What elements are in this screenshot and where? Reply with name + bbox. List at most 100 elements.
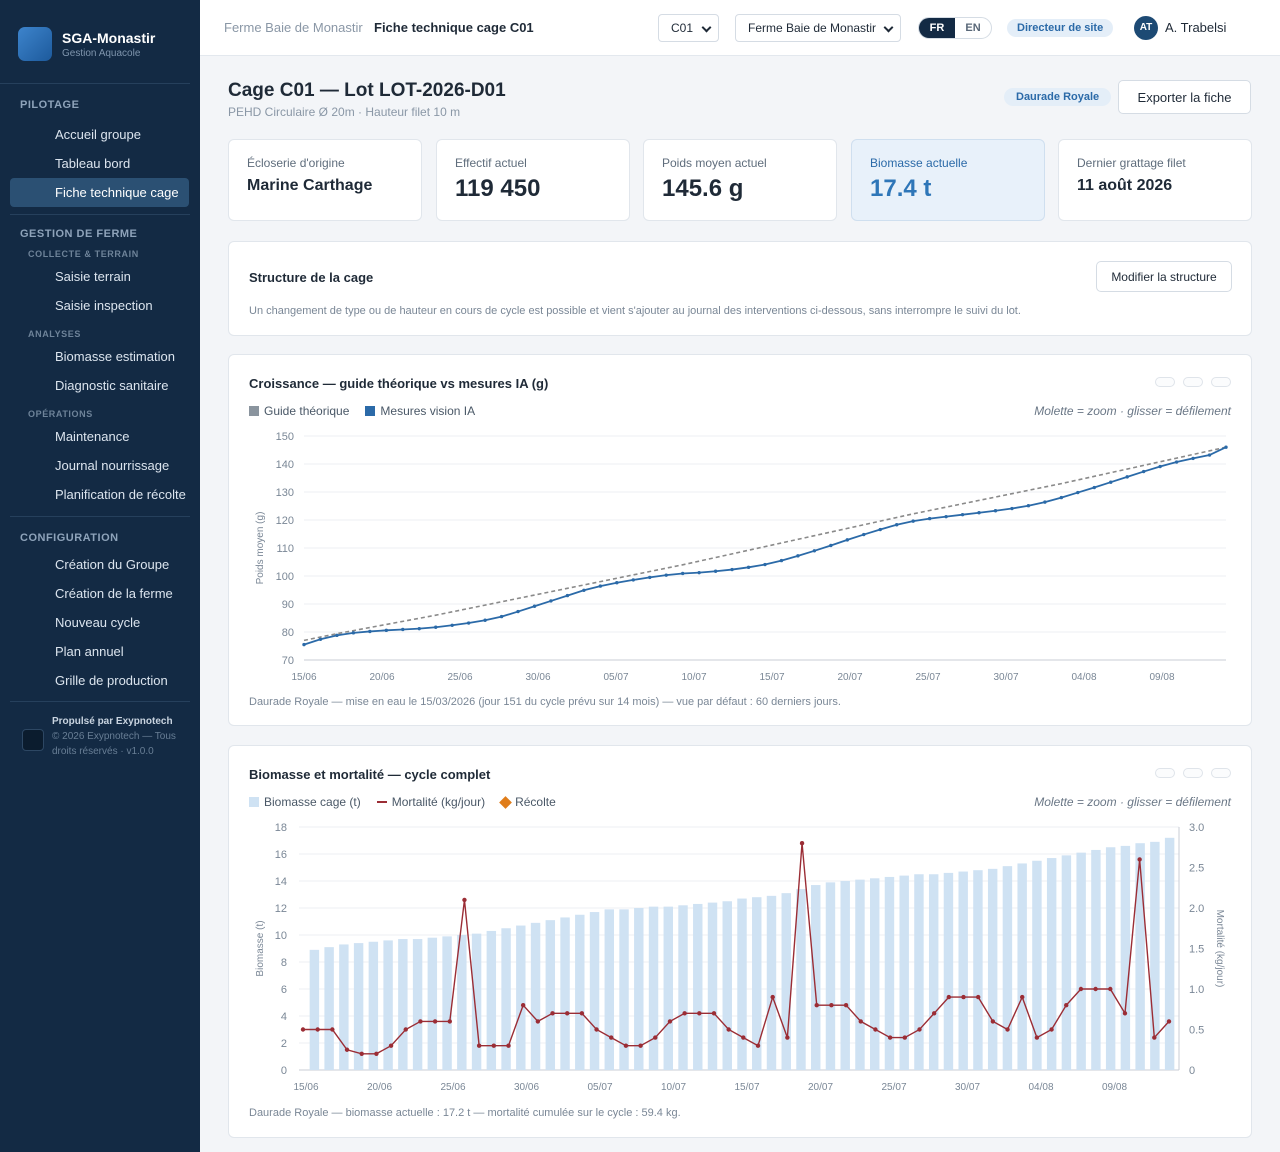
data-point-mortality [476, 1043, 482, 1048]
bar-biomass [1091, 849, 1101, 1070]
bar-biomass [486, 930, 497, 1070]
nav-subsection-operations: OPÉRATIONS [28, 409, 93, 419]
x-tick-label: 15/07 [734, 1082, 759, 1093]
biomass-chart-hint: Molette = zoom · glisser = défilement [1034, 795, 1231, 809]
bar-biomass [353, 943, 364, 1070]
sidebar-item-diagnostic-sanitaire[interactable]: Diagnostic sanitaire [55, 378, 169, 393]
breadcrumb-farm[interactable]: Ferme Baie de Monastir [224, 20, 363, 35]
data-point-mortality [550, 1011, 555, 1016]
data-point-mortality [917, 1027, 922, 1032]
data-point-ia [302, 642, 306, 647]
data-point-mortality [520, 1003, 526, 1008]
bar-biomass [383, 940, 393, 1070]
sidebar-divider [10, 516, 190, 517]
chart-control-button[interactable] [1155, 377, 1175, 387]
sidebar-item-accueil-groupe[interactable]: Accueil groupe [55, 127, 141, 142]
biomass-chart[interactable]: 18 16 14 12 10 8 6 4 2 0 3.0 2.5 2.0 1.5 1.0 0.5 0 Biomas… [229, 816, 1251, 1098]
data-point-ia [598, 584, 603, 588]
y-tick-label: 150 [276, 431, 294, 443]
data-point-mortality [579, 1011, 585, 1016]
data-point-mortality [887, 1035, 893, 1040]
legend-item-biomass[interactable]: Biomasse cage (t) [249, 795, 361, 809]
biomass-legend: Biomasse cage (t) Mortalité (kg/jour) Ré… [249, 795, 572, 809]
bar-biomass [914, 874, 924, 1070]
lang-fr-button[interactable]: FR [919, 18, 955, 38]
data-point-ia [434, 625, 438, 629]
farm-select[interactable]: Ferme Baie de Monastir [735, 14, 901, 42]
y2-tick-label: 0.5 [1189, 1025, 1204, 1037]
data-point-mortality [946, 994, 952, 1000]
legend-item-mortality[interactable]: Mortalité (kg/jour) [376, 795, 485, 809]
sidebar-item-grille-production[interactable]: Grille de production [55, 673, 168, 688]
data-point-mortality [491, 1043, 497, 1048]
avatar[interactable]: AT [1134, 16, 1158, 40]
lang-en-button[interactable]: EN [965, 22, 981, 34]
chart-control-button[interactable] [1155, 768, 1175, 778]
sidebar-item-creation-groupe[interactable]: Création du Groupe [55, 557, 170, 572]
chart-controls [1147, 377, 1231, 387]
legend-item-theory[interactable]: Guide théorique [249, 404, 349, 418]
bar-biomass [604, 909, 615, 1070]
sidebar-divider [10, 701, 190, 702]
cage-select[interactable]: C01 [658, 14, 719, 42]
sidebar-divider [10, 214, 190, 215]
x-tick-label: 20/06 [367, 1082, 392, 1093]
edit-structure-button[interactable]: Modifier la structure [1096, 261, 1232, 292]
brand[interactable]: SGA-Monastir Gestion Aquacole [0, 0, 190, 84]
sidebar-footer: Propulsé par Exypnotech © 2026 Exypnotec… [0, 716, 200, 759]
y-tick-label: 12 [275, 903, 287, 915]
bar-biomass [987, 868, 998, 1070]
export-button[interactable]: Exporter la fiche [1118, 80, 1251, 114]
data-point-ia [812, 549, 817, 553]
data-point-ia [1207, 453, 1212, 457]
data-point-ia [483, 618, 487, 622]
sidebar-item-biomasse-estimation[interactable]: Biomasse estimation [55, 349, 175, 364]
sidebar-item-saisie-inspection[interactable]: Saisie inspection [55, 298, 153, 313]
user-name[interactable]: A. Trabelsi [1165, 20, 1227, 35]
biomass-chart-title: Biomasse et mortalité — cycle complet [249, 767, 491, 782]
bar-biomass [457, 935, 467, 1070]
footer-title: Propulsé par Exypnotech [52, 716, 173, 727]
y-tick-label: 130 [276, 487, 294, 499]
chevron-down-icon [701, 22, 712, 33]
sidebar-item-nouveau-cycle[interactable]: Nouveau cycle [55, 615, 141, 630]
sidebar-item-planification-recolte[interactable]: Planification de récolte [55, 487, 186, 502]
data-point-mortality [697, 1011, 702, 1016]
x-tick-label: 25/06 [447, 672, 472, 683]
legend-swatch [249, 406, 259, 416]
growth-chart-caption: Daurade Royale — mise en eau le 15/03/20… [249, 696, 841, 708]
x-tick-label: 15/06 [291, 672, 316, 683]
growth-chart-title: Croissance — guide théorique vs mesures … [249, 376, 549, 391]
y-tick-label: 0 [281, 1065, 287, 1077]
legend-item-ia[interactable]: Mesures vision IA [365, 404, 475, 418]
legend-item-harvest[interactable]: Récolte [499, 795, 556, 809]
data-point-mortality [741, 1035, 746, 1040]
data-point-ia [565, 593, 570, 598]
sidebar-item-creation-ferme[interactable]: Création de la ferme [55, 586, 173, 601]
sidebar-item-maintenance[interactable]: Maintenance [55, 429, 130, 444]
x-tick-label: 30/06 [525, 672, 550, 683]
y2-tick-label: 1.5 [1189, 944, 1204, 956]
sidebar-item-journal-nourrissage[interactable]: Journal nourrissage [55, 458, 170, 473]
chart-control-button[interactable] [1183, 768, 1203, 778]
data-point-ia [368, 629, 372, 634]
data-point-mortality [990, 1019, 996, 1024]
growth-chart[interactable]: 150 140 130 120 110 100 90 80 70 Poids moyen (g) 1… [229, 425, 1251, 687]
chart-control-button[interactable] [1211, 768, 1231, 778]
kpi-label: Dernier grattage filet [1077, 156, 1186, 170]
data-point-mortality [1005, 1027, 1010, 1032]
data-point-ia [615, 581, 619, 585]
legend-label: Récolte [515, 795, 556, 809]
sidebar-item-fiche-technique-cage[interactable]: Fiche technique cage [10, 178, 189, 207]
sidebar-item-saisie-terrain[interactable]: Saisie terrain [55, 269, 131, 284]
data-point-mortality [1064, 1003, 1069, 1008]
sidebar-item-tableau-bord[interactable]: Tableau bord [55, 156, 131, 171]
chart-control-button[interactable] [1183, 377, 1203, 387]
data-point-mortality [359, 1051, 364, 1056]
breadcrumb-current: Fiche technique cage C01 [374, 20, 534, 35]
chart-control-button[interactable] [1211, 377, 1231, 387]
nav-subsection-collecte: COLLECTE & TERRAIN [28, 249, 139, 259]
data-point-mortality [1078, 986, 1084, 992]
kpi-label: Poids moyen actuel [662, 156, 767, 170]
sidebar-item-plan-annuel[interactable]: Plan annuel [55, 644, 124, 659]
